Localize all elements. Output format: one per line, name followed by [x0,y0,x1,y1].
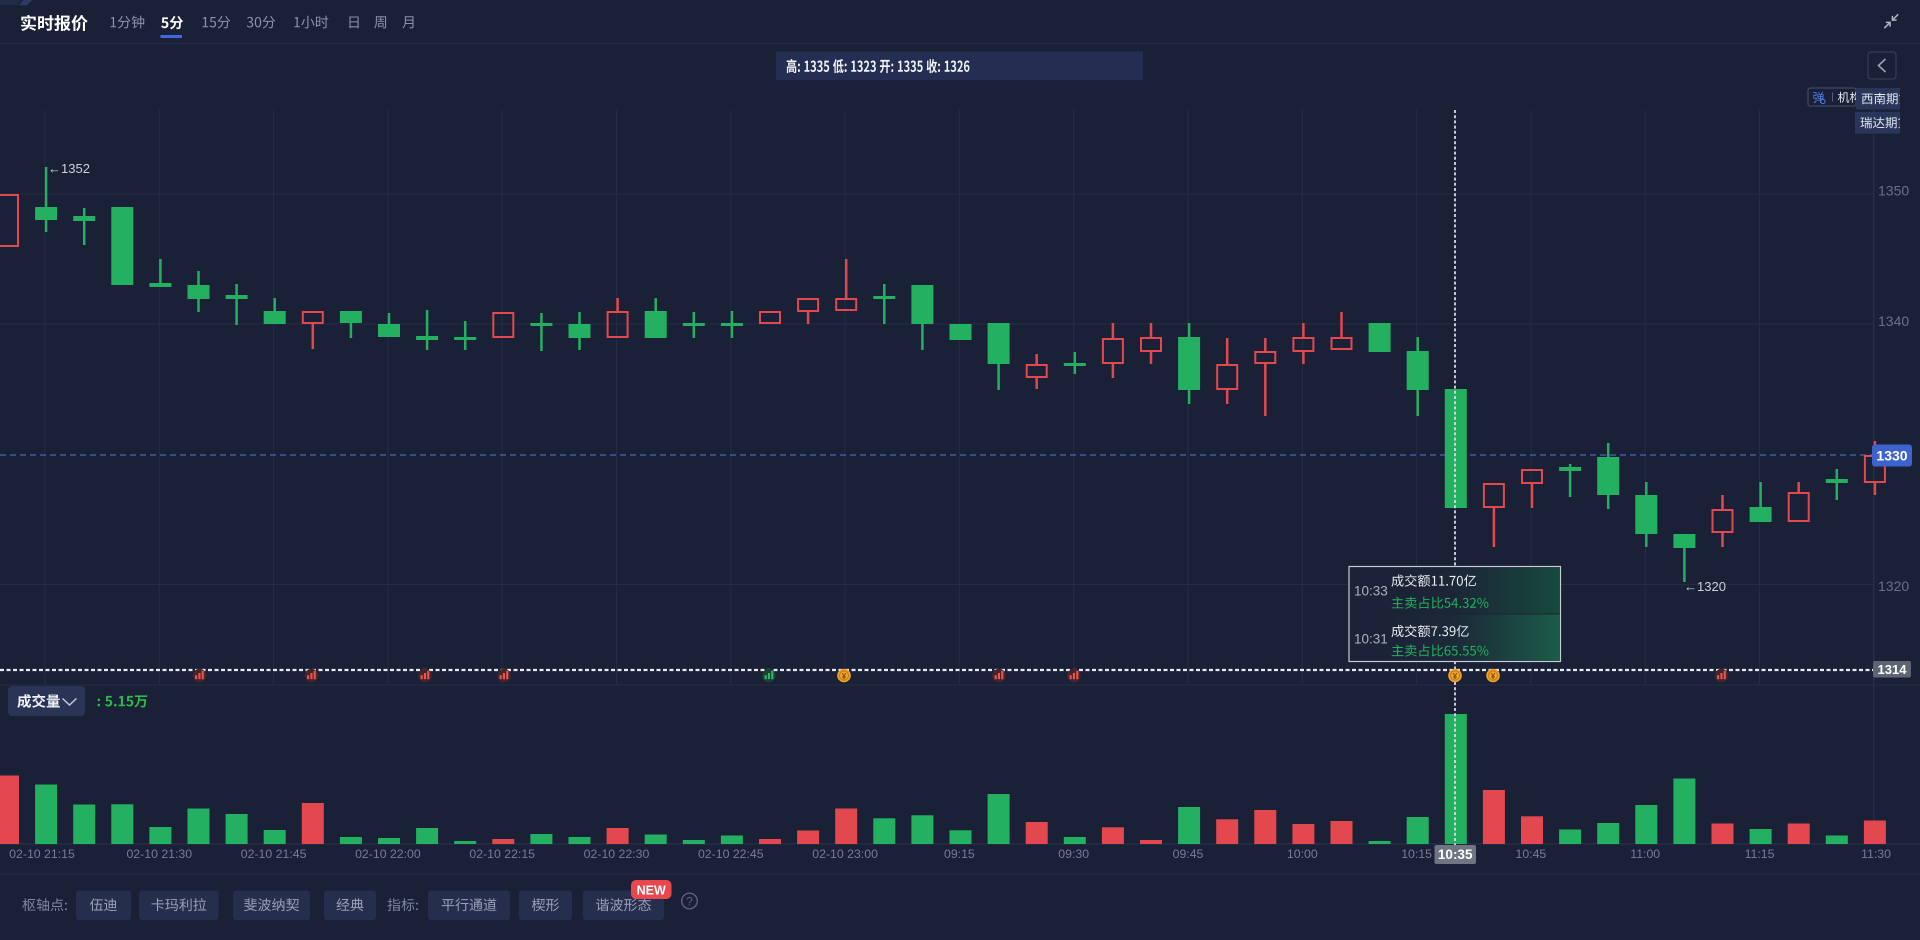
svg-text:11:15: 11:15 [1745,847,1775,861]
svg-text:1320: 1320 [1878,578,1909,594]
svg-text:10:33: 10:33 [1354,584,1388,599]
svg-text:09:15: 09:15 [944,847,975,861]
svg-text:NEW: NEW [637,884,666,898]
svg-text:10:31: 10:31 [1354,632,1388,647]
svg-text:02-10 23:00: 02-10 23:00 [812,847,878,861]
svg-text:1340: 1340 [1878,313,1909,329]
svg-text:02-10 22:45: 02-10 22:45 [698,847,764,861]
svg-text:09:30: 09:30 [1058,847,1089,861]
svg-text:10:00: 10:00 [1287,847,1318,861]
svg-text:02-10 21:30: 02-10 21:30 [126,847,192,861]
svg-text:02-10 21:45: 02-10 21:45 [241,847,307,861]
svg-text:←1352: ←1352 [48,161,90,176]
svg-text:11:00: 11:00 [1630,847,1660,861]
svg-text:?: ? [686,895,693,909]
svg-text:¥: ¥ [1491,672,1496,681]
svg-text:10:35: 10:35 [1438,847,1473,862]
svg-text:02-10 22:00: 02-10 22:00 [355,847,421,861]
svg-text:10:45: 10:45 [1516,847,1547,861]
svg-text:09:45: 09:45 [1173,847,1204,861]
svg-text:10:15: 10:15 [1401,847,1432,861]
svg-text:¥: ¥ [1453,672,1458,681]
svg-text:1330: 1330 [1876,448,1907,464]
svg-text:02-10 21:15: 02-10 21:15 [9,847,75,861]
svg-text:1314: 1314 [1878,662,1908,677]
svg-text:1350: 1350 [1878,183,1909,199]
svg-text:02-10 22:15: 02-10 22:15 [469,847,535,861]
svg-text:11:30: 11:30 [1861,847,1891,861]
svg-text:02-10 22:30: 02-10 22:30 [584,847,650,861]
svg-text:¥: ¥ [842,672,847,681]
svg-text:←1320: ←1320 [1684,579,1726,594]
